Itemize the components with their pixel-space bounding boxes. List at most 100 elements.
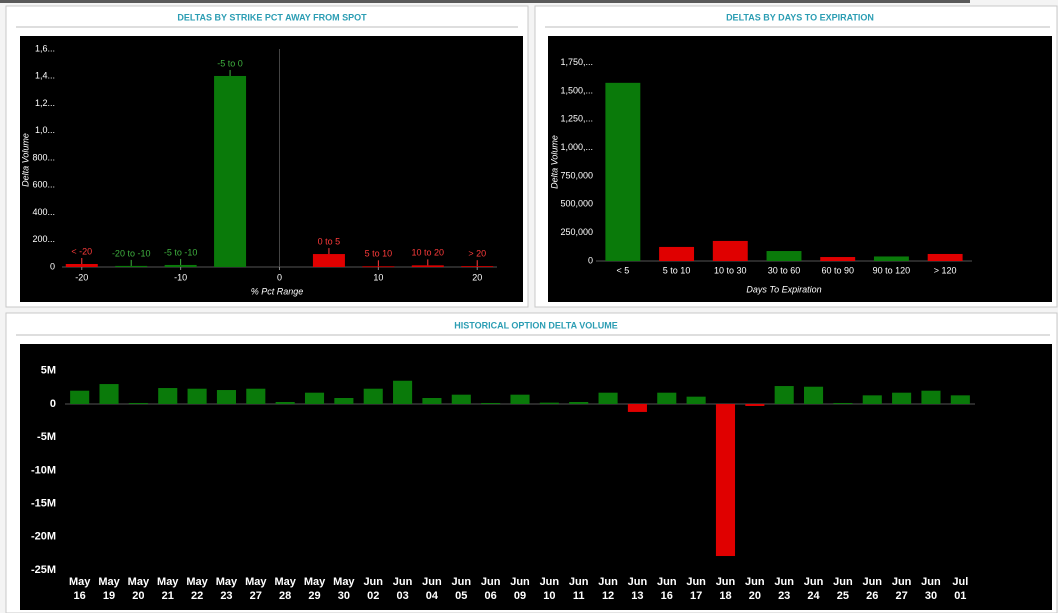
x-tick-label: 12 xyxy=(602,590,614,602)
chart-title: DELTAS BY DAYS TO EXPIRATION xyxy=(726,12,874,22)
x-tick-label: May xyxy=(186,576,208,588)
x-tick-label: 22 xyxy=(191,590,203,602)
x-tick-label: Jun xyxy=(774,576,794,588)
x-tick-label: May xyxy=(274,576,296,588)
bar xyxy=(627,403,647,412)
x-tick-label: 23 xyxy=(778,590,790,602)
x-tick-label: -20 xyxy=(75,272,88,282)
x-tick-label: 17 xyxy=(690,590,702,602)
x-tick-label: 90 to 120 xyxy=(873,265,911,275)
chart-title: HISTORICAL OPTION DELTA VOLUME xyxy=(454,320,618,330)
bar xyxy=(569,401,589,404)
x-tick-label: 5 to 10 xyxy=(663,265,691,275)
bar xyxy=(393,380,413,404)
x-tick-label: Jun xyxy=(716,576,736,588)
bar xyxy=(70,390,90,404)
x-tick-label: May xyxy=(157,576,179,588)
x-tick-label: 0 xyxy=(277,272,282,282)
bar xyxy=(363,388,383,404)
x-tick-label: Jun xyxy=(363,576,383,588)
bar xyxy=(712,240,748,261)
x-tick-label: 10 to 30 xyxy=(714,265,747,275)
bar xyxy=(745,403,765,406)
bar xyxy=(774,386,794,404)
x-tick-label: 24 xyxy=(807,590,820,602)
y-axis-label: Delta Volume xyxy=(549,135,559,189)
x-tick-label: > 120 xyxy=(934,265,957,275)
x-tick-label: Jun xyxy=(598,576,618,588)
x-tick-label: Jun xyxy=(510,576,530,588)
y-tick-label: 1,000,... xyxy=(560,142,593,152)
x-tick-label: 26 xyxy=(866,590,878,602)
plot-area xyxy=(20,36,523,302)
data-label: < -20 xyxy=(71,246,92,256)
x-tick-label: 10 xyxy=(543,590,555,602)
bar xyxy=(927,253,963,261)
x-axis-label: % Pct Range xyxy=(251,286,304,296)
y-tick-label: 250,000 xyxy=(560,227,593,237)
x-tick-label: 60 to 90 xyxy=(821,265,854,275)
y-tick-label: 200... xyxy=(32,234,55,244)
x-tick-label: Jun xyxy=(745,576,765,588)
x-tick-label: < 5 xyxy=(616,265,629,275)
data-label: > 20 xyxy=(468,249,486,259)
bar xyxy=(451,394,471,404)
x-tick-label: Jun xyxy=(804,576,824,588)
bar xyxy=(862,395,882,404)
x-tick-label: Jun xyxy=(393,576,413,588)
bar xyxy=(411,265,444,267)
bar xyxy=(892,392,912,404)
y-tick-label: 600... xyxy=(32,180,55,190)
x-tick-label: -10 xyxy=(174,272,187,282)
y-tick-label: 5M xyxy=(41,365,56,377)
y-tick-label: 800... xyxy=(32,152,55,162)
x-tick-label: Jun xyxy=(833,576,853,588)
x-tick-label: May xyxy=(304,576,326,588)
bar xyxy=(820,257,856,261)
x-tick-label: Jun xyxy=(892,576,912,588)
bar xyxy=(115,265,148,267)
bar xyxy=(657,392,677,404)
y-tick-label: 500,000 xyxy=(560,199,593,209)
x-tick-label: 20 xyxy=(132,590,144,602)
x-tick-label: 05 xyxy=(455,590,467,602)
y-tick-label: 400... xyxy=(32,207,55,217)
bar xyxy=(921,390,941,404)
bar xyxy=(275,401,295,404)
x-tick-label: May xyxy=(216,576,238,588)
x-tick-label: Jun xyxy=(569,576,589,588)
x-tick-label: 02 xyxy=(367,590,379,602)
x-tick-label: 30 xyxy=(925,590,937,602)
x-tick-label: 25 xyxy=(837,590,849,602)
bar xyxy=(804,386,824,404)
bar xyxy=(312,254,345,267)
x-tick-label: Jun xyxy=(657,576,677,588)
y-tick-label: 1,6... xyxy=(35,43,55,53)
data-label: -5 to 0 xyxy=(217,58,243,68)
y-tick-label: -15M xyxy=(31,497,56,509)
bar xyxy=(334,398,354,404)
bar xyxy=(422,398,442,404)
bar xyxy=(216,390,236,404)
x-tick-label: Jun xyxy=(452,576,472,588)
x-tick-label: Jul xyxy=(952,576,968,588)
x-tick-label: May xyxy=(128,576,150,588)
bar xyxy=(659,246,695,261)
x-tick-label: 30 to 60 xyxy=(768,265,801,275)
bar xyxy=(539,402,559,404)
bar xyxy=(766,251,802,261)
y-tick-label: 1,4... xyxy=(35,71,55,81)
y-tick-label: 0 xyxy=(588,255,593,265)
x-tick-label: Jun xyxy=(921,576,941,588)
bar xyxy=(686,396,706,404)
bar xyxy=(715,403,736,557)
x-tick-label: 27 xyxy=(895,590,907,602)
y-tick-label: 1,250,... xyxy=(560,114,593,124)
y-tick-label: 1,2... xyxy=(35,98,55,108)
bar xyxy=(605,82,641,261)
bar xyxy=(164,264,197,267)
bar xyxy=(833,402,853,404)
x-tick-label: 20 xyxy=(749,590,761,602)
bar xyxy=(598,392,618,404)
